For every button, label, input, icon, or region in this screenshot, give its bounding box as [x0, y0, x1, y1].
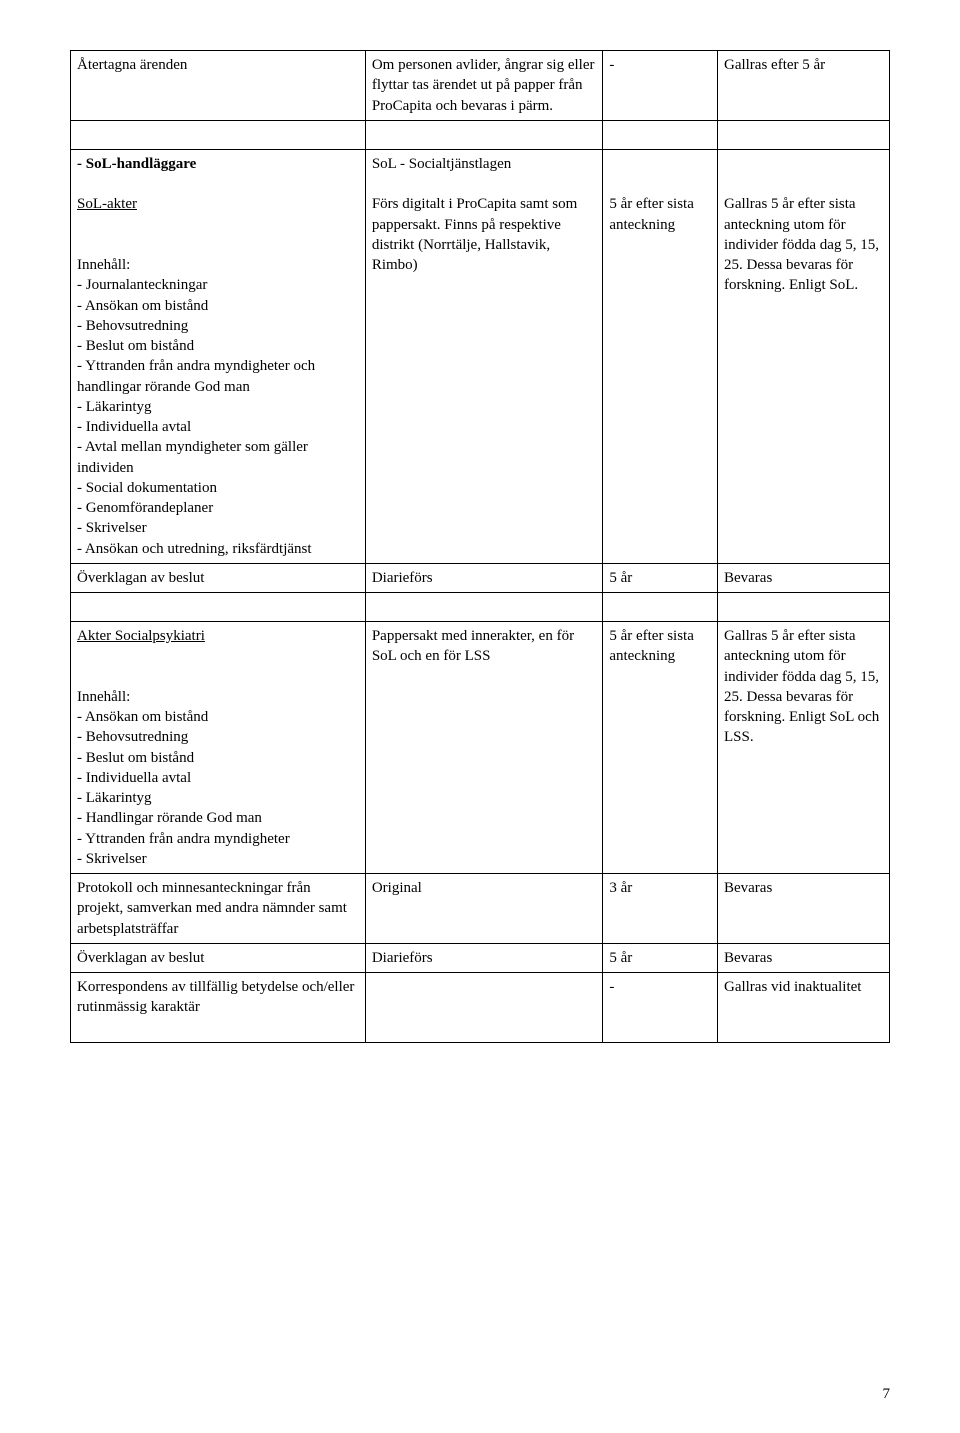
table-row: Korrespondens av tillfällig betydelse oc…	[71, 973, 890, 1043]
list-item: - Genomförandeplaner	[77, 498, 359, 518]
cell-3-1: Överklagan av beslut	[71, 563, 366, 592]
cell-top-text: SoL - Socialtjänstlagen	[372, 156, 511, 172]
list-item: - Individuella avtal	[77, 768, 359, 788]
list-item: - Social dokumentation	[77, 478, 359, 498]
cell-2-3: 5 år efter sista anteckning	[603, 149, 718, 563]
list-item: - Handlingar rörande God man	[77, 808, 359, 828]
cell-4-2: Pappersakt med innerakter, en för SoL oc…	[365, 622, 603, 874]
cell-6-3: 5 år	[603, 943, 718, 972]
cell-1-3: -	[603, 51, 718, 121]
table-row: Protokoll och minnesanteckningar från pr…	[71, 874, 890, 944]
cell-3-3: 5 år	[603, 563, 718, 592]
cell-5-2: Original	[365, 874, 603, 944]
list-item: - Ansökan om bistånd	[77, 296, 359, 316]
spacer-cell	[603, 593, 718, 622]
cell-text: Gallras 5 år efter sista anteckning utom…	[724, 196, 879, 293]
cell-2-4: Gallras 5 år efter sista anteckning utom…	[717, 149, 889, 563]
list-item: - Yttranden från andra myndigheter	[77, 829, 359, 849]
cell-2-2: SoL - Socialtjänstlagen Förs digitalt i …	[365, 149, 603, 563]
cell-7-3: -	[603, 973, 718, 1043]
table-row-spacer	[71, 593, 890, 622]
spacer-cell	[365, 593, 603, 622]
list-item: - Skrivelser	[77, 849, 359, 869]
subsection-title: Akter Socialpsykiatri	[77, 628, 205, 644]
cell-6-1: Överklagan av beslut	[71, 943, 366, 972]
cell-text: 5 år efter sista anteckning	[609, 196, 694, 232]
page-number: 7	[883, 1386, 891, 1403]
content-list: - Journalanteckningar - Ansökan om bistå…	[77, 275, 359, 559]
list-item: - Beslut om bistånd	[77, 748, 359, 768]
list-item: - Läkarintyg	[77, 397, 359, 417]
list-header: Innehåll:	[77, 689, 130, 705]
cell-5-4: Bevaras	[717, 874, 889, 944]
cell-2-1: - SoL-handläggare SoL-akter Innehåll: - …	[71, 149, 366, 563]
cell-1-4: Gallras efter 5 år	[717, 51, 889, 121]
list-item: - Behovsutredning	[77, 316, 359, 336]
cell-5-1: Protokoll och minnesanteckningar från pr…	[71, 874, 366, 944]
list-item: - Läkarintyg	[77, 788, 359, 808]
cell-1-1: Återtagna ärenden	[71, 51, 366, 121]
cell-6-2: Diarieförs	[365, 943, 603, 972]
page: Återtagna ärenden Om personen avlider, å…	[0, 0, 960, 1433]
spacer-cell	[71, 120, 366, 149]
table-row: Akter Socialpsykiatri Innehåll: - Ansöka…	[71, 622, 890, 874]
list-header: Innehåll:	[77, 257, 130, 273]
spacer-cell	[717, 593, 889, 622]
spacer-cell	[71, 593, 366, 622]
cell-7-4: Gallras vid inaktualitet	[717, 973, 889, 1043]
list-item: - Behovsutredning	[77, 727, 359, 747]
cell-4-3: 5 år efter sista anteckning	[603, 622, 718, 874]
list-item: - Beslut om bistånd	[77, 336, 359, 356]
table-row: Överklagan av beslut Diarieförs 5 år Bev…	[71, 943, 890, 972]
cell-7-1: Korrespondens av tillfällig betydelse oc…	[71, 973, 366, 1043]
spacer-cell	[717, 120, 889, 149]
cell-text: Korrespondens av tillfällig betydelse oc…	[77, 979, 354, 1015]
spacer-cell	[603, 120, 718, 149]
list-item: - Individuella avtal	[77, 417, 359, 437]
table-row: Återtagna ärenden Om personen avlider, å…	[71, 51, 890, 121]
cell-3-2: Diarieförs	[365, 563, 603, 592]
cell-body-text: Förs digitalt i ProCapita samt som pappe…	[372, 196, 577, 273]
cell-1-2: Om personen avlider, ångrar sig eller fl…	[365, 51, 603, 121]
list-item: - Ansökan om bistånd	[77, 707, 359, 727]
cell-6-4: Bevaras	[717, 943, 889, 972]
list-item: - Skrivelser	[77, 518, 359, 538]
table-row: Överklagan av beslut Diarieförs 5 år Bev…	[71, 563, 890, 592]
table-row: - SoL-handläggare SoL-akter Innehåll: - …	[71, 149, 890, 563]
table-row-spacer	[71, 120, 890, 149]
subsection-title: SoL-akter	[77, 196, 137, 212]
list-item: - Avtal mellan myndigheter som gäller in…	[77, 437, 359, 478]
cell-4-4: Gallras 5 år efter sista anteckning utom…	[717, 622, 889, 874]
content-list: - Ansökan om bistånd - Behovsutredning -…	[77, 707, 359, 869]
document-table: Återtagna ärenden Om personen avlider, å…	[70, 50, 890, 1043]
cell-3-4: Bevaras	[717, 563, 889, 592]
spacer-cell	[365, 120, 603, 149]
cell-7-2	[365, 973, 603, 1043]
cell-4-1: Akter Socialpsykiatri Innehåll: - Ansöka…	[71, 622, 366, 874]
list-item: - Yttranden från andra myndigheter och h…	[77, 356, 359, 397]
list-item: - Ansökan och utredning, riksfärdtjänst	[77, 539, 359, 559]
section-title: - SoL-handläggare	[77, 156, 196, 172]
cell-5-3: 3 år	[603, 874, 718, 944]
list-item: - Journalanteckningar	[77, 275, 359, 295]
